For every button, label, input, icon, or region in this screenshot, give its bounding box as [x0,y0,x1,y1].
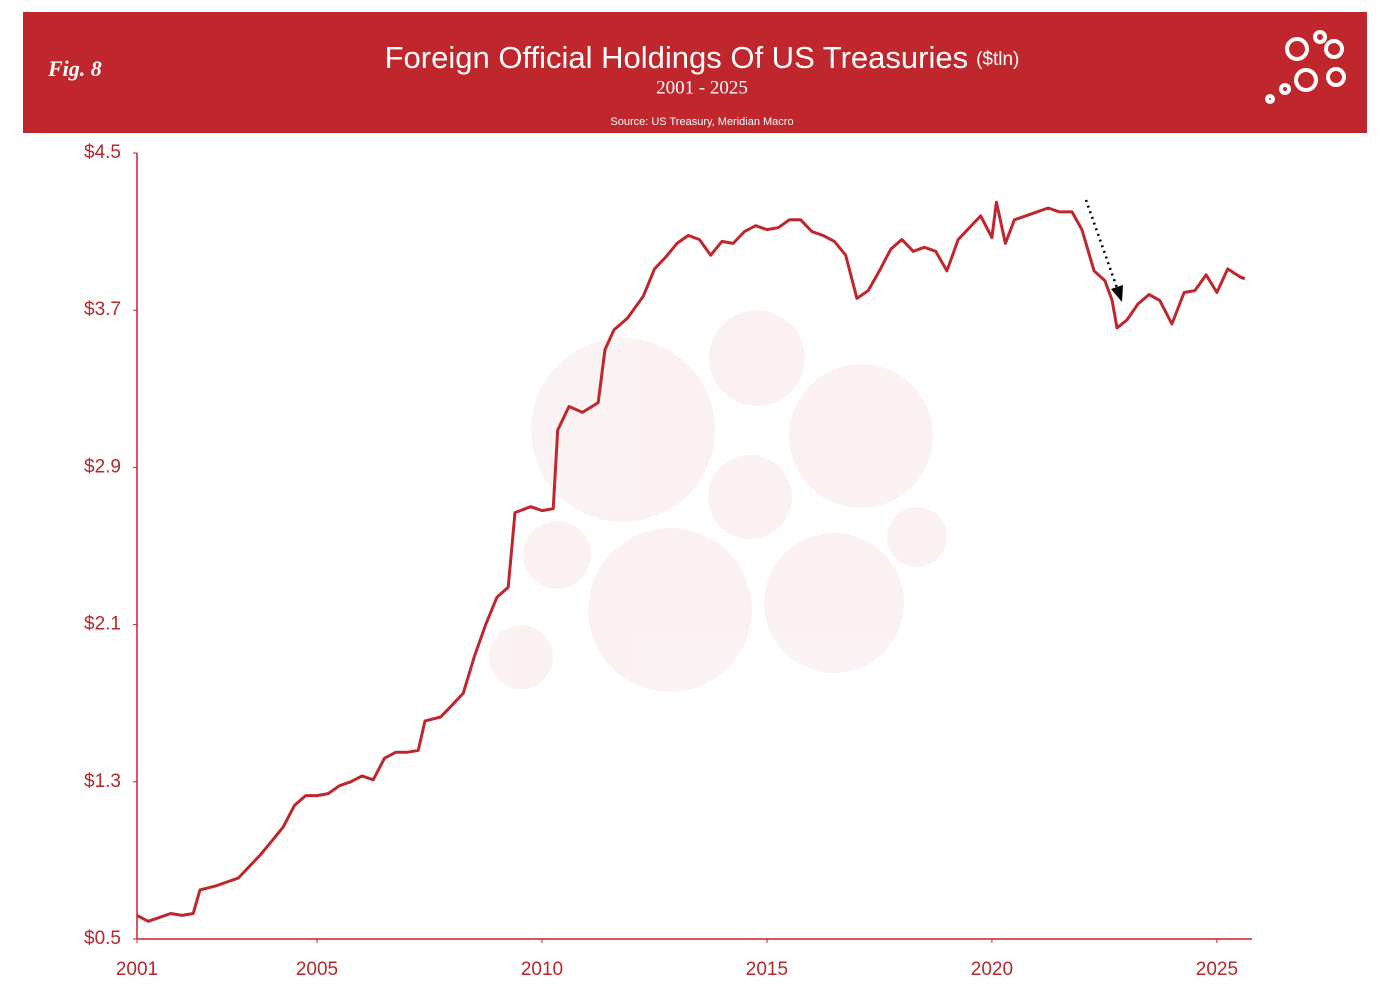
line-series [136,200,1246,923]
y-tick-label: $2.1 [84,614,121,635]
x-tick-label: 2001 [116,959,158,980]
gear-watermark [489,310,947,692]
source: Source: US Treasury, Meridian Macro [610,116,793,128]
x-tick-label: 2015 [746,959,788,980]
annotation-arrowhead [1111,285,1123,302]
y-tick-label: $1.3 [84,771,121,792]
subtitle: 2001 - 2025 [656,77,748,98]
header-band [23,12,1367,133]
title-unit: ($tln) [976,49,1019,70]
x-tick-label: 2010 [521,959,563,980]
fig-label: Fig. 8 [47,56,102,81]
y-tick-label: $3.7 [84,299,121,320]
chart-title: Foreign Official Holdings Of US Treasuri… [385,40,1020,75]
x-tick-label: 2020 [971,959,1013,980]
y-tick-label: $4.5 [84,142,121,163]
title-main: Foreign Official Holdings Of US Treasuri… [385,40,969,75]
y-tick-label: $0.5 [84,928,121,949]
annotation-arrow [1084,199,1119,289]
x-tick-label: 2025 [1196,959,1238,980]
gear-icon [1265,30,1346,104]
x-tick-label: 2005 [296,959,338,980]
y-tick-label: $2.9 [84,456,121,477]
